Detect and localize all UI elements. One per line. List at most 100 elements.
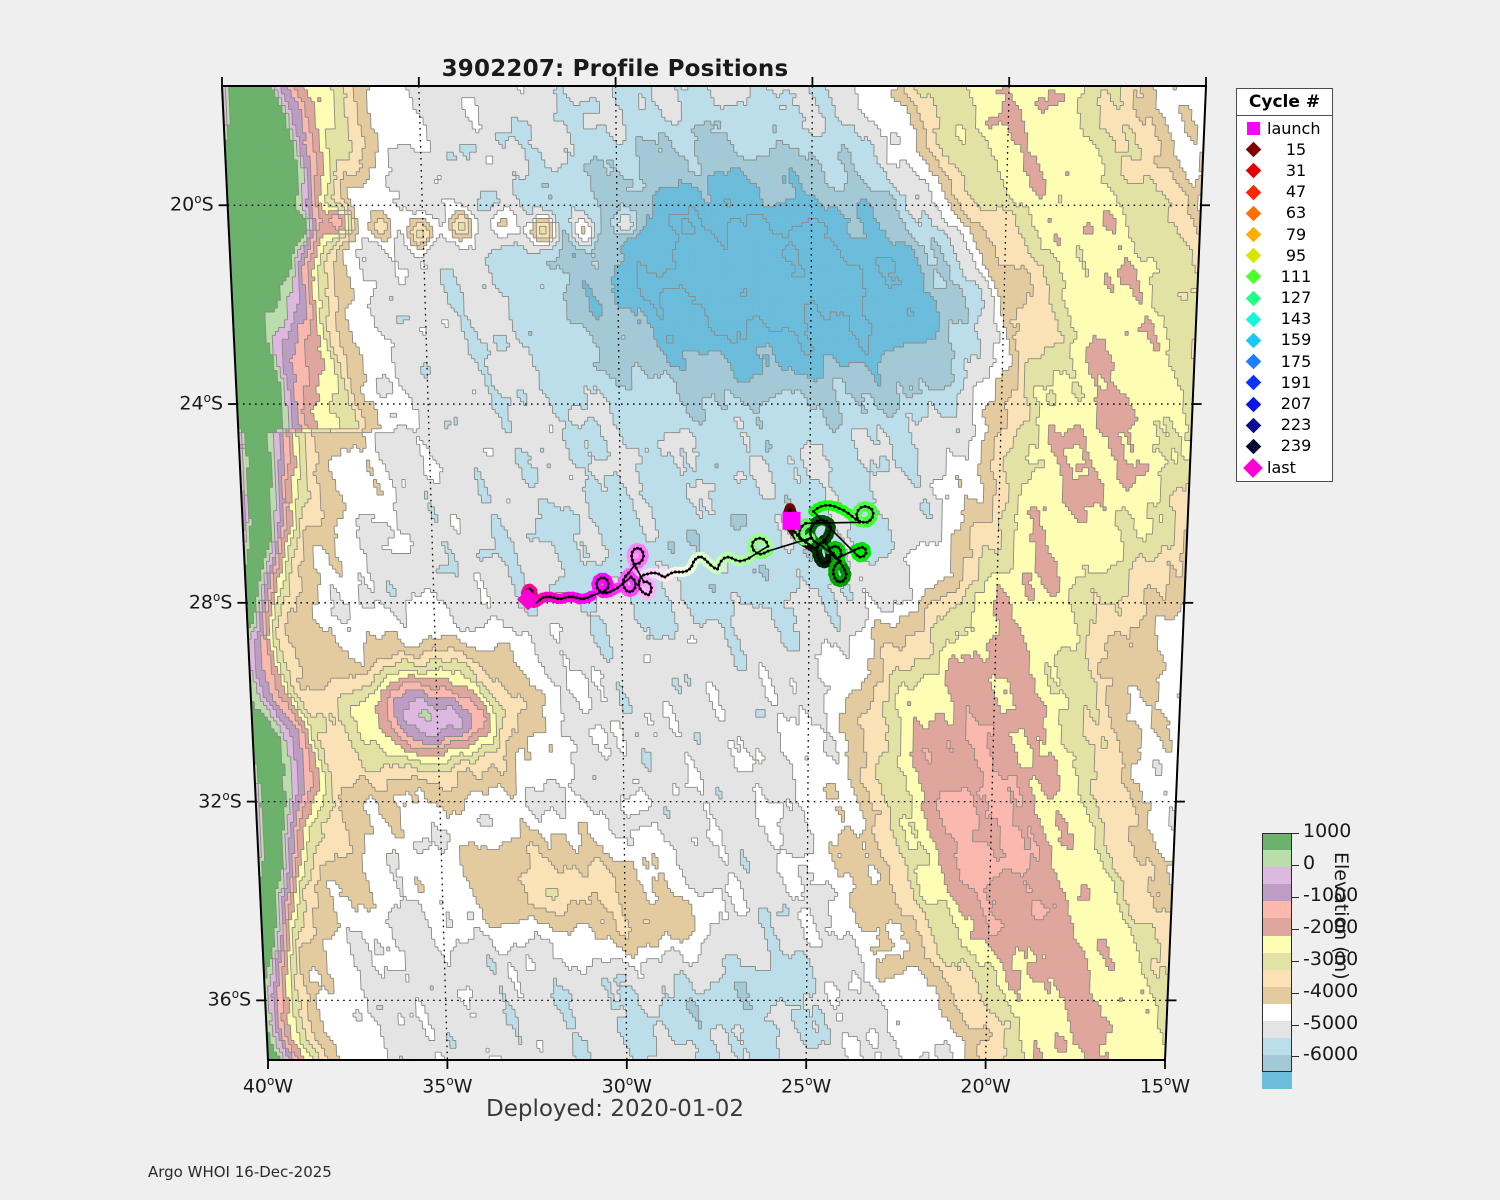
- colorbar-tick-label: -3000: [1303, 947, 1359, 970]
- cycle-legend-marker: [1243, 375, 1263, 391]
- cycle-legend-marker: [1243, 290, 1263, 306]
- cycle-marker-icon: [1245, 205, 1261, 222]
- cycle-marker-icon: [1245, 290, 1261, 306]
- cycle-legend-row: 127: [1237, 288, 1332, 309]
- colorbar-tick: [1292, 960, 1299, 962]
- colorbar-tick-label: -4000: [1303, 979, 1359, 1002]
- cycle-legend-row: 207: [1237, 393, 1332, 414]
- colorbar-band: [1262, 884, 1292, 902]
- colorbar-band: [1262, 918, 1292, 936]
- cycle-marker-icon: [1245, 332, 1261, 349]
- x-tick-label: 15oW: [1139, 1074, 1191, 1098]
- cycle-legend-title: Cycle #: [1237, 89, 1332, 116]
- cycle-legend-marker: [1243, 269, 1263, 285]
- cycle-legend-label: last: [1267, 457, 1296, 477]
- cycle-marker-icon: [1245, 142, 1261, 158]
- cycle-legend-marker: [1243, 311, 1263, 328]
- colorbar-band: [1262, 986, 1292, 1004]
- cycle-legend-row: 15: [1237, 139, 1332, 160]
- cycle-marker-icon: [1245, 184, 1261, 200]
- cycle-legend-marker: [1243, 417, 1263, 433]
- cycle-marker-icon: [1245, 417, 1261, 433]
- colorbar-tick-label: -1000: [1303, 883, 1359, 906]
- colorbar-axis-label: Elevation (m): [1330, 852, 1352, 980]
- cycle-legend-marker: [1243, 396, 1263, 412]
- x-tick-label: 35oW: [422, 1074, 473, 1098]
- cycle-marker-icon: [1245, 396, 1261, 412]
- last-marker-icon: [1243, 457, 1263, 478]
- cycle-legend-marker: [1243, 353, 1263, 370]
- cycle-marker-icon: [1245, 438, 1261, 455]
- cycle-legend-marker: [1243, 438, 1263, 455]
- cycle-legend-row: 159: [1237, 330, 1332, 351]
- cycle-legend-label: 31: [1285, 160, 1307, 180]
- colorbar-tick-label: -2000: [1303, 915, 1359, 938]
- colorbar-band: [1262, 1055, 1292, 1073]
- colorbar-tick: [1292, 864, 1299, 866]
- elevation-colorbar: [1262, 833, 1292, 1090]
- cycle-legend-row: 143: [1237, 309, 1332, 330]
- cycle-legend-label: 79: [1285, 224, 1307, 244]
- cycle-legend-label: 191: [1280, 372, 1312, 392]
- cycle-legend-marker: [1243, 205, 1263, 222]
- cycle-legend-row: 79: [1237, 224, 1332, 245]
- cycle-legend-row: 223: [1237, 415, 1332, 436]
- cycle-legend-marker: [1243, 332, 1263, 349]
- cycle-marker-icon: [1245, 311, 1261, 328]
- colorbar-band: [1262, 833, 1292, 851]
- colorbar-tick: [1292, 896, 1299, 898]
- colorbar-tick-label: 1000: [1303, 820, 1352, 842]
- cycle-marker-icon: [1245, 269, 1261, 285]
- cycle-legend-marker: [1243, 226, 1263, 243]
- cycle-legend-label: 95: [1285, 245, 1307, 265]
- cycle-legend-row: 63: [1237, 203, 1332, 224]
- cycle-legend-marker: [1243, 247, 1263, 264]
- cycle-legend-label: 143: [1280, 309, 1312, 329]
- y-tick-label: 32oS: [198, 788, 242, 812]
- y-tick-label: 20oS: [170, 192, 214, 216]
- colorbar-tick: [1292, 992, 1299, 994]
- cycle-legend-row: last: [1237, 457, 1332, 478]
- cycle-legend-marker: [1243, 457, 1263, 478]
- cycle-marker-icon: [1245, 226, 1261, 243]
- colorbar-band: [1262, 1072, 1292, 1090]
- cycle-marker-icon: [1245, 375, 1261, 391]
- credit-label: Argo WHOI 16-Dec-2025: [148, 1163, 332, 1181]
- cycle-marker-icon: [1245, 353, 1261, 370]
- colorbar-band: [1262, 850, 1292, 868]
- x-tick-label: 30oW: [601, 1074, 652, 1098]
- cycle-legend-row: 191: [1237, 372, 1332, 393]
- colorbar-tick: [1292, 833, 1299, 834]
- deployed-label: Deployed: 2020-01-02: [485, 1096, 744, 1122]
- cycle-legend-label: 207: [1280, 394, 1312, 414]
- cycle-legend-label: 63: [1285, 203, 1307, 223]
- colorbar-band: [1262, 867, 1292, 885]
- colorbar-band: [1262, 1003, 1292, 1022]
- cycle-legend-label: 239: [1280, 436, 1312, 456]
- cycle-legend-marker: [1243, 142, 1263, 158]
- cycle-legend: Cycle # launch 15 31 47 63 79 95 111 127 143 159 17…: [1236, 88, 1333, 483]
- cycle-legend-label: 175: [1280, 351, 1312, 371]
- cycle-legend-row: 31: [1237, 160, 1332, 181]
- cycle-legend-row: 175: [1237, 351, 1332, 372]
- colorbar-band: [1262, 1021, 1292, 1039]
- cycle-legend-label: 47: [1285, 182, 1307, 202]
- y-tick-label: 36oS: [207, 987, 252, 1011]
- x-tick-label: 20oW: [960, 1074, 1011, 1098]
- cycle-legend-row: 239: [1237, 436, 1332, 457]
- cycle-legend-row: 95: [1237, 245, 1332, 266]
- cycle-legend-label: launch: [1267, 118, 1321, 138]
- colorbar-tick: [1292, 928, 1299, 930]
- colorbar-tick-label: 0: [1303, 851, 1316, 874]
- colorbar-tick: [1292, 1024, 1299, 1026]
- launch-marker-icon: [1246, 122, 1260, 136]
- cycle-legend-marker: [1243, 122, 1263, 136]
- colorbar-band: [1262, 969, 1292, 987]
- colorbar-tick-label: -6000: [1303, 1043, 1359, 1066]
- cycle-legend-label: 159: [1280, 330, 1312, 350]
- colorbar-tick-label: -5000: [1303, 1011, 1359, 1034]
- colorbar-tick: [1292, 1056, 1299, 1058]
- y-tick-label: 28oS: [188, 589, 233, 614]
- colorbar-band: [1262, 952, 1292, 970]
